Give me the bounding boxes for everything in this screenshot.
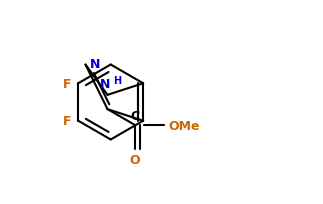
Text: N: N [100, 78, 111, 90]
Text: C: C [130, 110, 140, 123]
Text: OMe: OMe [168, 119, 199, 132]
Text: N: N [89, 58, 100, 71]
Text: F: F [63, 115, 71, 128]
Text: O: O [130, 153, 141, 166]
Text: H: H [113, 76, 121, 85]
Text: F: F [63, 77, 71, 90]
